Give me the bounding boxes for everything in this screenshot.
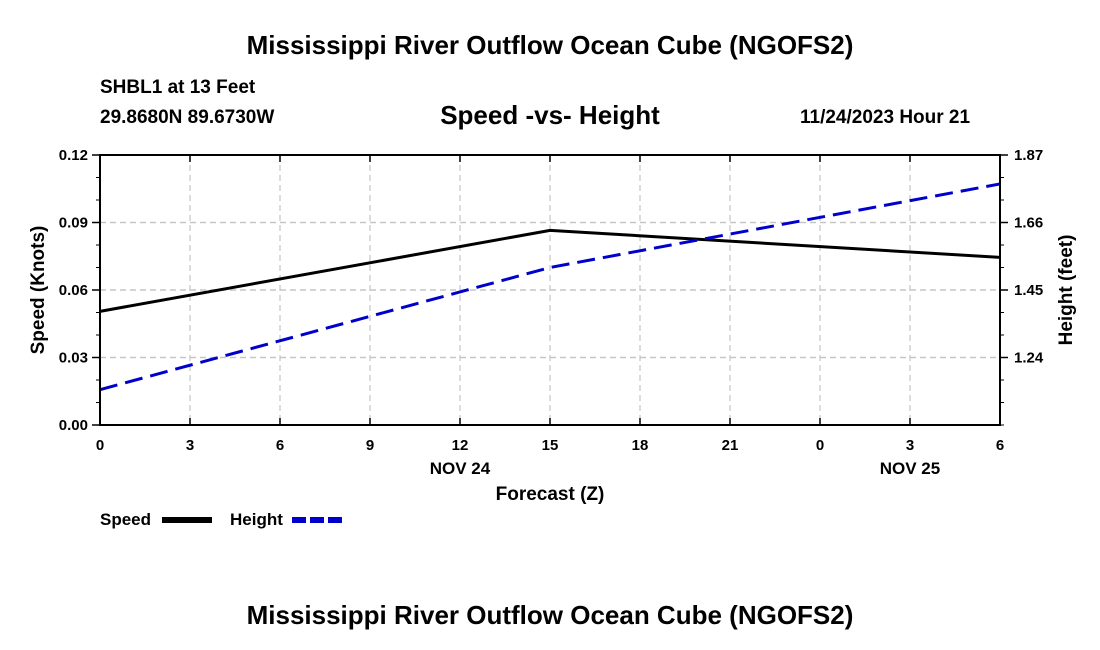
- footer-title: Mississippi River Outflow Ocean Cube (NG…: [246, 600, 854, 630]
- x-tick-label: 15: [542, 437, 559, 454]
- y-tick-label: 0.03: [59, 350, 88, 367]
- x-tick-label: 3: [906, 437, 914, 454]
- legend-label-speed: Speed: [100, 510, 151, 529]
- chart-heading: Speed -vs- Height: [440, 100, 660, 130]
- y-tick-label: 0.09: [59, 215, 88, 232]
- x-tick-label: 6: [276, 437, 284, 454]
- x-tick-label: 18: [632, 437, 649, 454]
- series-layer: [99, 182, 1001, 392]
- x-axis-label: Forecast (Z): [496, 484, 605, 505]
- x-tick-label: 9: [366, 437, 374, 454]
- forecast-datetime: 11/24/2023 Hour 21: [800, 107, 971, 128]
- y-tick-label: 0.06: [59, 282, 88, 299]
- x-tick-label: 6: [996, 437, 1004, 454]
- y2-tick-label: 1.66: [1014, 215, 1043, 232]
- y2-axis-label: Height (feet): [1056, 235, 1077, 346]
- chart-title: Mississippi River Outflow Ocean Cube (NG…: [246, 30, 854, 60]
- x-tick-label: 12: [452, 437, 469, 454]
- series-line-speed: [99, 228, 1001, 313]
- y-axis-label: Speed (Knots): [28, 226, 49, 355]
- y-tick-label: 0.00: [59, 417, 88, 434]
- x-tick-label: 3: [186, 437, 194, 454]
- x-date-label: NOV 24: [430, 459, 491, 478]
- x-tick-label: 0: [816, 437, 824, 454]
- chart-area: 0 3 6 9 12 15 18 21 0 3 6 NOV 24 NOV 25 0.00 0.03 0.06 0…: [28, 147, 1077, 529]
- legend-label-height: Height: [230, 510, 283, 529]
- y2-tick-label: 1.87: [1014, 147, 1043, 164]
- x-tick-label: 21: [722, 437, 739, 454]
- y-tick-label: 0.12: [59, 147, 88, 164]
- station-coordinates: 29.8680N 89.6730W: [100, 107, 275, 128]
- grid-lines: [100, 154, 1000, 425]
- station-label: SHBL1 at 13 Feet: [100, 77, 256, 98]
- ticks: 0 3 6 9 12 15 18 21 0 3 6 NOV 24 NOV 25 0.00 0.03 0.06 0…: [59, 147, 1044, 478]
- y2-tick-label: 1.24: [1014, 350, 1044, 367]
- legend: Speed Height: [100, 510, 342, 529]
- x-tick-label: 0: [96, 437, 104, 454]
- y2-tick-label: 1.45: [1014, 282, 1043, 299]
- series-line-height: [99, 182, 1001, 392]
- x-date-label: NOV 25: [880, 459, 940, 478]
